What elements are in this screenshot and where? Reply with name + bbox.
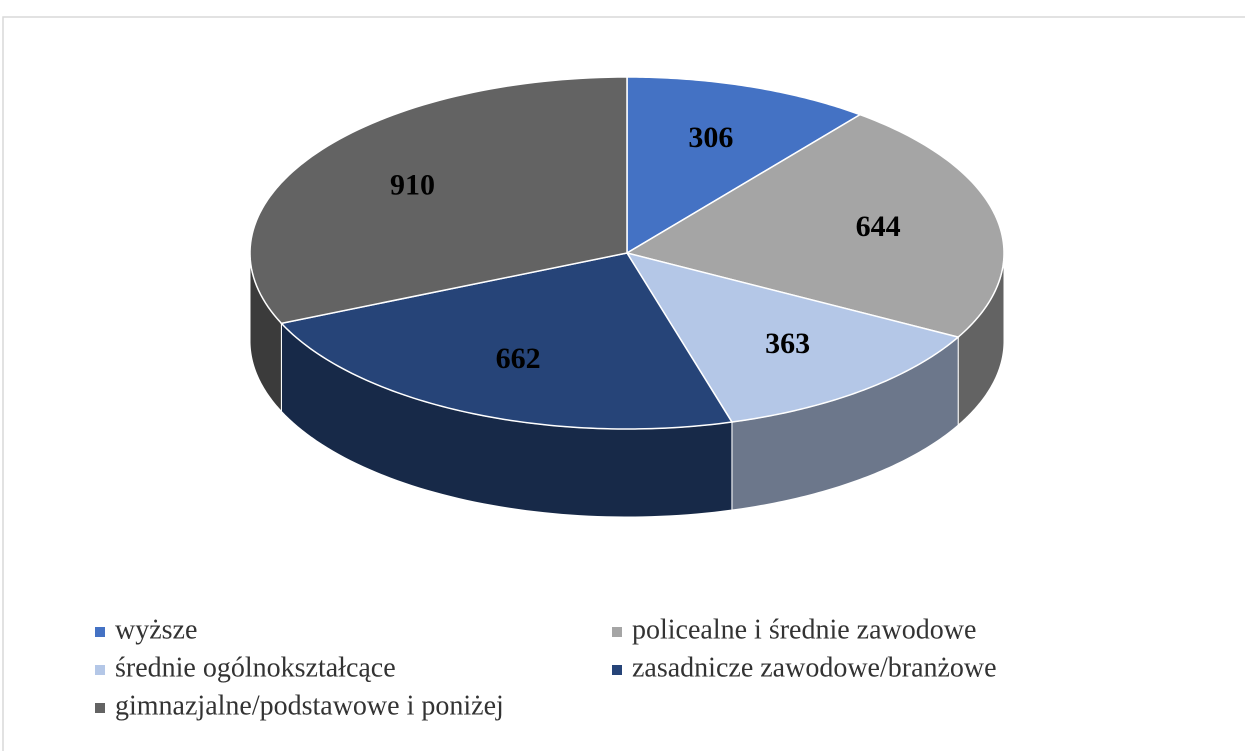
chart-frame bbox=[2, 16, 1245, 751]
legend-label: średnie ogólnokształcące bbox=[115, 652, 396, 683]
data-label: 662 bbox=[496, 342, 541, 375]
data-label: 363 bbox=[765, 327, 810, 360]
data-label: 306 bbox=[688, 121, 733, 154]
legend-marker bbox=[612, 665, 622, 675]
pie-slice bbox=[625, 113, 1005, 338]
legend-label: gimnazjalne/podstawowe i poniżej bbox=[115, 690, 504, 721]
data-label: 644 bbox=[856, 210, 901, 243]
pie-slice bbox=[249, 76, 628, 325]
legend-marker bbox=[95, 703, 105, 713]
pie-slice bbox=[279, 252, 734, 430]
data-label: 910 bbox=[390, 168, 435, 201]
legend-label: zasadnicze zawodowe/branżowe bbox=[632, 652, 997, 683]
legend-marker bbox=[95, 665, 105, 675]
legend-marker bbox=[612, 627, 622, 637]
pie-slice bbox=[626, 76, 862, 255]
legend-marker bbox=[95, 627, 105, 637]
legend-label: policealne i średnie zawodowe bbox=[632, 614, 976, 645]
pie-slice bbox=[625, 251, 960, 423]
legend-label: wyższe bbox=[115, 614, 197, 645]
